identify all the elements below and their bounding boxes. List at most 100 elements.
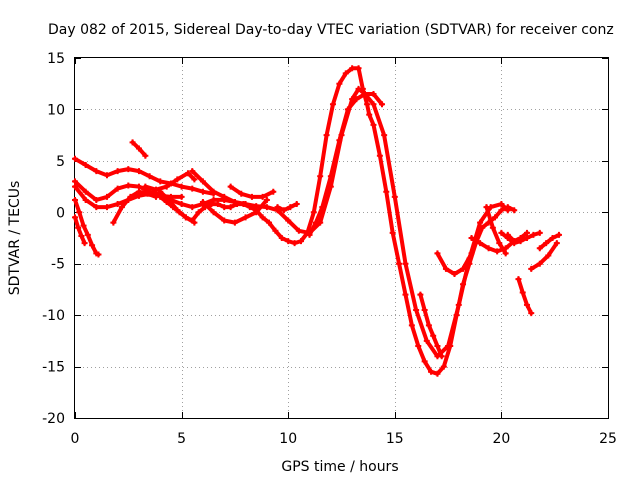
data-point [157, 193, 164, 200]
data-point [263, 196, 270, 203]
data-point [327, 173, 334, 180]
series-arc-24 [536, 231, 562, 252]
data-point [423, 337, 430, 344]
series-arc-1 [72, 196, 102, 258]
data-point [295, 227, 302, 234]
data-point [477, 219, 484, 226]
data-point [129, 139, 136, 146]
data-point [127, 193, 134, 200]
data-point [543, 240, 550, 247]
data-point [504, 231, 511, 238]
data-point [306, 231, 313, 238]
data-point [227, 183, 234, 190]
data-point [391, 193, 398, 200]
data-point [259, 193, 266, 200]
data-point [504, 204, 511, 211]
y-tick-label: -5 [51, 257, 65, 273]
data-point [163, 183, 170, 190]
data-point [408, 322, 415, 329]
data-point [114, 201, 121, 208]
data-point [174, 207, 181, 214]
x-tick-label: 10 [279, 431, 297, 447]
data-point [460, 265, 467, 272]
series-arc-9 [150, 65, 518, 377]
data-point [523, 235, 530, 241]
series-arc-10 [157, 188, 198, 226]
data-point [189, 204, 196, 211]
data-point [76, 209, 83, 216]
y-axis-title: SDTVAR / TECUs [7, 181, 23, 296]
data-point [135, 145, 142, 152]
data-point [344, 106, 351, 113]
data-point [336, 137, 343, 144]
data-point [142, 152, 149, 159]
data-point [182, 214, 189, 221]
data-point [545, 252, 552, 259]
data-point [496, 240, 503, 247]
y-tick-label: 5 [56, 154, 65, 170]
data-point [434, 343, 441, 349]
data-point [110, 219, 117, 226]
plot-frame [74, 57, 609, 419]
data-point [95, 251, 102, 258]
x-tick-label: 20 [492, 431, 510, 447]
y-tick-label: -20 [42, 411, 65, 427]
series-line [307, 92, 384, 237]
data-point [425, 322, 432, 329]
series-line [537, 232, 561, 251]
data-point [442, 265, 449, 272]
data-point [353, 96, 360, 103]
data-point [78, 232, 85, 239]
data-point [93, 204, 100, 211]
series-arc-11 [189, 168, 238, 205]
data-point [498, 229, 505, 236]
data-point [415, 343, 422, 349]
series-line [516, 277, 534, 316]
data-point [549, 235, 556, 241]
data-point [555, 231, 562, 238]
data-point [242, 214, 249, 221]
data-point [82, 188, 89, 195]
data-point [103, 193, 110, 200]
data-point [383, 188, 390, 195]
series-arc-21 [504, 229, 530, 245]
data-point [81, 240, 88, 247]
data-point [214, 201, 221, 208]
data-point [297, 238, 304, 245]
y-tick-label: -15 [42, 360, 65, 376]
data-point [438, 353, 445, 360]
data-point [492, 214, 499, 221]
data-point [178, 201, 185, 208]
data-point [430, 332, 437, 339]
data-point [80, 222, 87, 229]
data-point [342, 70, 349, 77]
series-arc-2 [72, 214, 88, 247]
data-point [528, 265, 535, 272]
data-point [75, 224, 82, 231]
data-point [195, 209, 202, 216]
data-point [221, 217, 228, 224]
data-point [515, 276, 522, 283]
data-point [157, 188, 164, 195]
data-point [530, 231, 537, 238]
series-line [529, 241, 559, 271]
data-point [451, 271, 458, 277]
data-point [191, 219, 198, 226]
data-point [468, 235, 475, 241]
y-tick-label: 10 [47, 102, 65, 118]
data-point [210, 209, 217, 216]
data-point [93, 168, 100, 175]
data-point [72, 214, 78, 221]
data-point [519, 289, 526, 296]
data-point [402, 260, 409, 267]
data-point [191, 176, 198, 183]
data-point [329, 101, 336, 108]
data-point [287, 204, 294, 211]
data-point [370, 91, 377, 97]
series-line [484, 205, 508, 256]
series-line [151, 66, 517, 376]
data-point [402, 291, 409, 298]
series-arc-16 [417, 291, 445, 360]
data-point [253, 209, 260, 216]
data-point [135, 183, 142, 190]
